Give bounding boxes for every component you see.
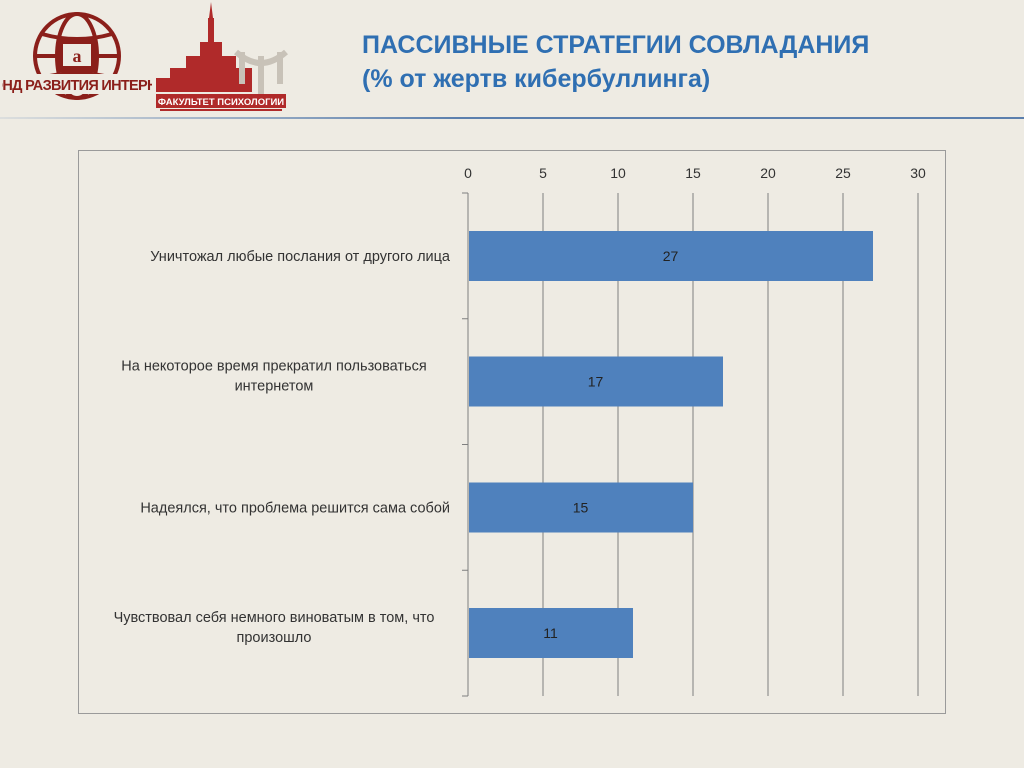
x-tick-label: 10: [610, 165, 626, 181]
x-tick-label: 25: [835, 165, 851, 181]
bar: [469, 608, 633, 659]
svg-text:ФОНД РАЗВИТИЯ ИНТЕРНЕТ: ФОНД РАЗВИТИЯ ИНТЕРНЕТ: [2, 78, 152, 94]
bar-data-label: 17: [588, 374, 604, 390]
bar-data-label: 15: [573, 499, 589, 515]
category-label: произошло: [237, 630, 312, 646]
bar-chart: 0 5 10 15 20 25 30 27 Уничтожал любые послания о…: [114, 165, 926, 697]
x-tick-label: 15: [685, 165, 701, 181]
header-divider: [0, 117, 1024, 119]
page-title: ПАССИВНЫЕ СТРАТЕГИИ СОВЛАДАНИЯ (% от жер…: [362, 28, 1002, 96]
faculty-logo: ФАКУЛЬТЕТ ПСИХОЛОГИИ: [156, 2, 288, 111]
svg-text:a: a: [73, 46, 82, 66]
bar: [469, 482, 693, 533]
category-label: интернетом: [235, 379, 314, 395]
chart-frame: 0 5 10 15 20 25 30 27 Уничтожал любые послания о…: [78, 150, 946, 714]
category-label: Уничтожал любые послания от другого лица: [150, 249, 451, 265]
bar: [469, 356, 723, 407]
fund-logo: a ФОНД РАЗВИТИЯ ИНТЕРНЕТ: [2, 12, 152, 100]
x-tick-label: 0: [464, 165, 472, 181]
x-tick-label: 30: [910, 165, 926, 181]
category-label: На некоторое время прекратил пользоватьс…: [121, 359, 426, 375]
bar: [469, 230, 873, 281]
x-tick-label: 20: [760, 165, 776, 181]
bar-data-label: 27: [663, 248, 679, 264]
title-line-1: ПАССИВНЫЕ СТРАТЕГИИ СОВЛАДАНИЯ: [362, 31, 870, 59]
bar-data-label: 11: [543, 625, 558, 641]
x-tick-label: 5: [539, 165, 547, 181]
svg-text:ФАКУЛЬТЕТ ПСИХОЛОГИИ: ФАКУЛЬТЕТ ПСИХОЛОГИИ: [158, 97, 284, 108]
title-line-2: (% от жертв кибербуллинга): [362, 65, 711, 93]
category-label: Надеялся, что проблема решится сама собо…: [140, 500, 450, 516]
category-label: Чувствовал себя немного виноватым в том,…: [114, 610, 435, 626]
